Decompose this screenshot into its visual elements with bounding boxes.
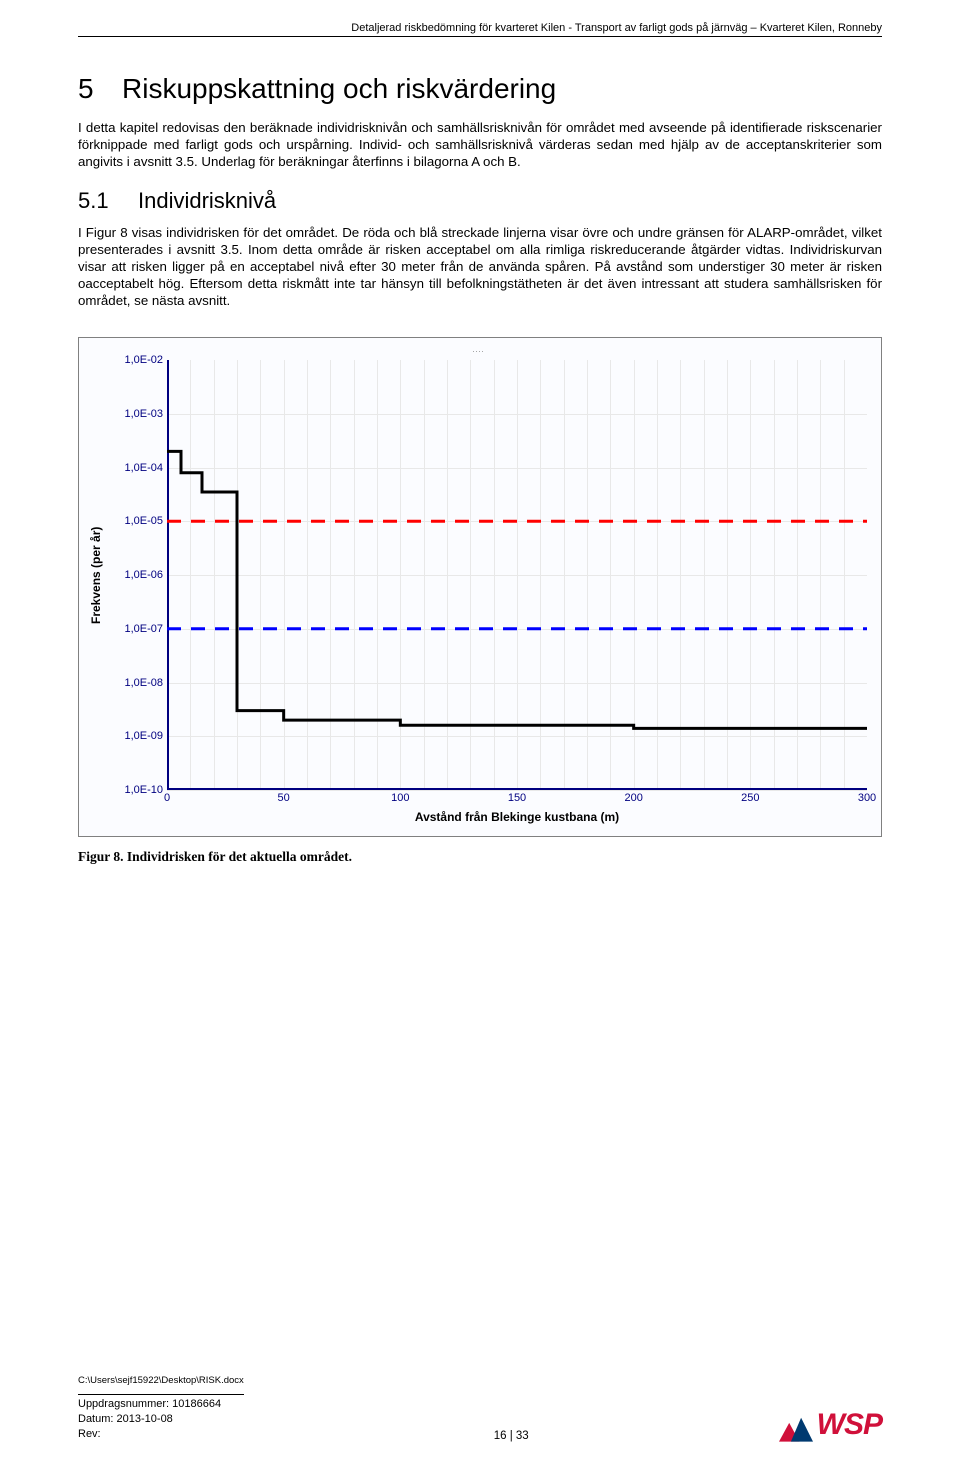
chart-xticks: 050100150200250300 bbox=[167, 790, 867, 808]
datum-value: 2013-10-08 bbox=[117, 1413, 173, 1425]
footer-meta: Uppdragsnummer: 10186664 Datum: 2013-10-… bbox=[78, 1394, 244, 1442]
page-footer: C:\Users\sejf15922\Desktop\RISK.docx Upp… bbox=[78, 1375, 882, 1442]
footer-left: C:\Users\sejf15922\Desktop\RISK.docx Upp… bbox=[78, 1375, 244, 1442]
page-number: 16 | 33 bbox=[494, 1430, 529, 1442]
section-heading: 5Riskuppskattning och riskvärdering bbox=[78, 73, 882, 105]
rev-label: Rev: bbox=[78, 1428, 101, 1440]
chart-plot-area bbox=[167, 360, 867, 790]
wsp-logo-text: WSP bbox=[817, 1408, 882, 1442]
subsection-paragraph-1: I Figur 8 visas individrisken för det om… bbox=[78, 224, 882, 309]
section-title: Riskuppskattning och riskvärdering bbox=[122, 73, 556, 104]
chart-yticks: 1,0E-021,0E-031,0E-041,0E-051,0E-061,0E-… bbox=[109, 360, 167, 790]
individrisk-chart: ···· Frekvens (per år) 1,0E-021,0E-031,0… bbox=[78, 337, 882, 837]
section-paragraph-1: I detta kapitel redovisas den beräknade … bbox=[78, 119, 882, 170]
figure-caption-text: Figur 8. Individrisken för det aktuella … bbox=[78, 849, 352, 864]
subsection-number: 5.1 bbox=[78, 188, 138, 214]
page: Detaljerad riskbedömning för kvarteret K… bbox=[0, 0, 960, 1464]
uppdrag-value: 10186664 bbox=[172, 1398, 221, 1410]
chart-ylabel: Frekvens (per år) bbox=[89, 360, 109, 790]
wsp-logo-icon bbox=[779, 1414, 813, 1442]
footer-path: C:\Users\sejf15922\Desktop\RISK.docx bbox=[78, 1375, 244, 1386]
chart-xlabel: Avstånd från Blekinge kustbana (m) bbox=[167, 810, 867, 824]
wsp-logo: WSP bbox=[779, 1408, 882, 1442]
section-number: 5 bbox=[78, 73, 122, 105]
figure-caption: Figur 8. Individrisken för det aktuella … bbox=[78, 849, 882, 865]
subsection-title: Individrisknivå bbox=[138, 188, 276, 213]
subsection-heading: 5.1Individrisknivå bbox=[78, 188, 882, 214]
chart-svg bbox=[167, 360, 867, 790]
running-header: Detaljerad riskbedömning för kvarteret K… bbox=[78, 22, 882, 37]
uppdrag-label: Uppdragsnummer: bbox=[78, 1398, 169, 1410]
chart-title-stub: ···· bbox=[89, 346, 867, 354]
datum-label: Datum: bbox=[78, 1413, 113, 1425]
